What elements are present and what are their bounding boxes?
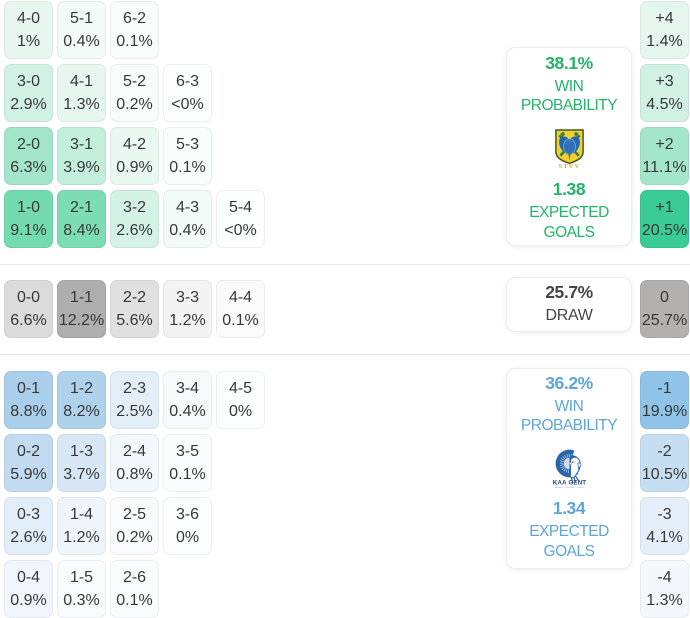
svg-text:KAA GENT: KAA GENT [552,479,586,486]
svg-text:STVV: STVV [558,163,580,169]
